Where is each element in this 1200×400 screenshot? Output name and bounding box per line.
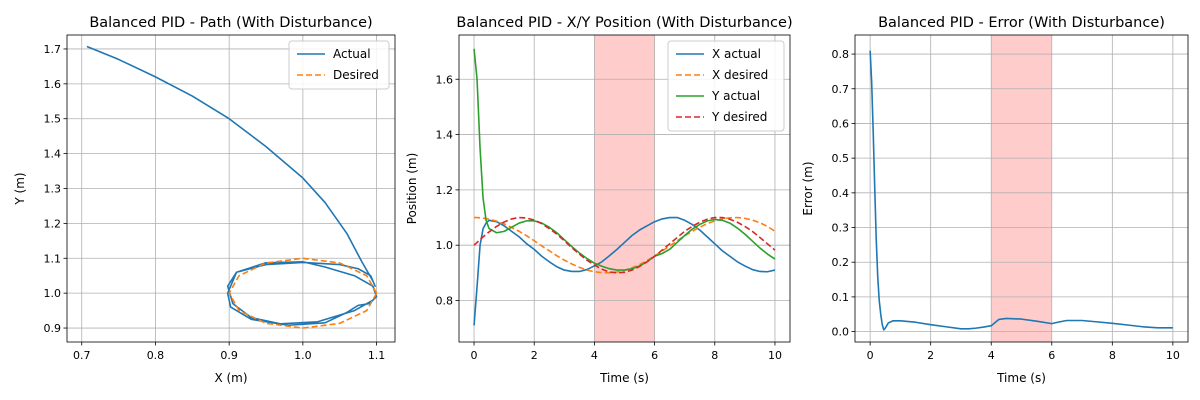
x-axis-label: Time (s) (996, 371, 1046, 385)
x-tick-label: 4 (988, 349, 995, 362)
legend-box (288, 40, 390, 90)
grid: 0 2 4 6 8 10 0.8 1.0 1.2 1.4 1.6 (436, 35, 790, 362)
legend-label: X desired (712, 68, 768, 82)
disturbance-band (991, 35, 1052, 342)
y-tick-label: 1.6 (44, 78, 62, 91)
y-axis-label: Y (m) (13, 172, 27, 205)
y-tick-label: 0.5 (832, 152, 850, 165)
x-tick-label: 8 (1109, 349, 1116, 362)
legend: X actual X desired Y actual Y desired (667, 40, 785, 132)
y-tick-label: 0.2 (832, 256, 850, 269)
legend-label: Desired (333, 68, 379, 82)
legend: Actual Desired (288, 40, 390, 90)
chart-title: Balanced PID - Path (With Disturbance) (89, 15, 372, 31)
x-axis-label: Time (s) (599, 371, 649, 385)
x-tick-label: 2 (927, 349, 934, 362)
x-tick-label: 2 (531, 349, 538, 362)
series-line-desired (228, 257, 378, 329)
series-line-x-desired (474, 216, 776, 274)
y-tick-label: 0.0 (832, 326, 850, 339)
chart-panel-1: 0.7 0.8 0.9 1.0 1.1 0.9 1.0 1.1 1.2 1.3 1.4 1.5 1.6 1… (13, 15, 396, 385)
axes-frame (854, 34, 1189, 343)
series-line-actual (86, 45, 378, 327)
x-tick-label: 0.7 (73, 349, 91, 362)
y-tick-label: 0.8 (436, 295, 454, 308)
chart-title: Balanced PID - X/Y Position (With Distur… (456, 15, 792, 31)
legend-box (667, 40, 785, 132)
y-axis-label: Error (m) (801, 161, 815, 215)
y-tick-label: 1.2 (436, 184, 454, 197)
y-tick-label: 1.3 (44, 183, 62, 196)
x-tick-label: 10 (768, 349, 782, 362)
y-tick-label: 0.7 (832, 83, 850, 96)
x-tick-label: 0.8 (147, 349, 165, 362)
x-tick-label: 4 (591, 349, 598, 362)
y-tick-label: 0.6 (832, 117, 850, 130)
y-tick-label: 0.1 (832, 291, 850, 304)
chart-title: Balanced PID - Error (With Disturbance) (878, 15, 1165, 31)
legend-label: Actual (333, 47, 371, 61)
y-tick-label: 0.3 (832, 222, 850, 235)
y-tick-label: 1.6 (436, 73, 454, 86)
y-tick-label: 1.1 (44, 252, 62, 265)
x-tick-label: 0.9 (220, 349, 238, 362)
chart-panel-3: 0 2 4 6 8 10 0.0 0.1 0.2 0.3 0.4 0.5 0.6 0.7 0.8 Balanc… (801, 15, 1189, 385)
y-axis-label: Position (m) (405, 153, 419, 225)
y-tick-label: 1.0 (436, 239, 454, 252)
y-tick-label: 1.5 (44, 113, 62, 126)
x-tick-label: 1.0 (294, 349, 312, 362)
axes-frame (66, 34, 396, 343)
x-tick-label: 1.1 (368, 349, 386, 362)
x-tick-label: 8 (711, 349, 718, 362)
y-tick-label: 1.4 (44, 148, 62, 161)
y-tick-label: 1.2 (44, 217, 62, 230)
y-tick-label: 1.0 (44, 287, 62, 300)
x-tick-label: 6 (1048, 349, 1055, 362)
axes-frame (458, 34, 791, 343)
grid: 0 2 4 6 8 10 0.0 0.1 0.2 0.3 0.4 0.5 0.6 0.7 0.8 (832, 35, 1188, 362)
x-axis-label: X (m) (214, 371, 247, 385)
series-line-y-desired (473, 216, 776, 274)
x-tick-label: 6 (651, 349, 658, 362)
series-line-error (869, 50, 1173, 331)
legend-label: Y actual (711, 89, 760, 103)
chart-panel-2: 0 2 4 6 8 10 0.8 1.0 1.2 1.4 1.6 Balanced PID - X/Y… (405, 15, 793, 385)
series-line-x-actual (473, 216, 776, 326)
y-tick-label: 1.4 (436, 129, 454, 142)
y-tick-label: 0.4 (832, 187, 850, 200)
x-tick-label: 10 (1166, 349, 1180, 362)
x-tick-label: 0 (867, 349, 874, 362)
x-tick-label: 0 (471, 349, 478, 362)
disturbance-band (594, 35, 655, 342)
series-line-y-actual (473, 48, 776, 271)
legend-label: Y desired (711, 110, 767, 124)
y-tick-label: 1.7 (44, 43, 62, 56)
y-tick-label: 0.9 (44, 322, 62, 335)
legend-label: X actual (712, 47, 761, 61)
y-tick-label: 0.8 (832, 48, 850, 61)
